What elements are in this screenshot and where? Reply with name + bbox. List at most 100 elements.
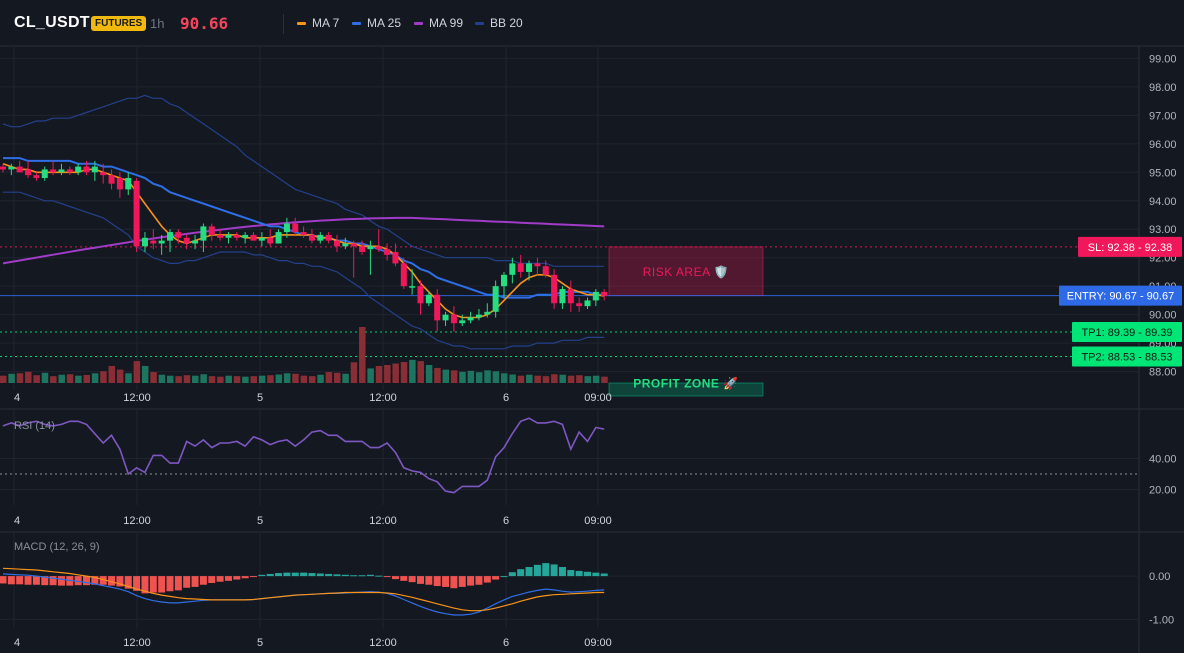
candle-body — [258, 237, 265, 241]
volume-bar — [409, 359, 416, 383]
volume-bar — [0, 375, 7, 383]
volume-bar — [158, 374, 166, 383]
candle-body — [200, 226, 207, 241]
volume-bar — [442, 369, 450, 383]
macd-histogram-bar — [216, 576, 224, 582]
macd-histogram-bar — [283, 572, 291, 577]
time-axis-label: 4 — [14, 392, 20, 404]
volume-bar — [283, 373, 291, 383]
macd-histogram-bar — [442, 576, 450, 587]
legend-ma7[interactable]: MA 7 — [297, 16, 339, 30]
volume-bar — [517, 375, 525, 383]
volume-bar — [459, 371, 466, 383]
macd-histogram-bar — [49, 576, 57, 586]
time-axis-label: 4 — [14, 637, 20, 649]
candle-body — [392, 252, 399, 264]
candle-body — [434, 294, 441, 321]
bb20-swatch — [475, 21, 484, 25]
volume-bar — [526, 374, 533, 383]
candle-body — [492, 286, 499, 312]
time-axis-label: 12:00 — [123, 392, 151, 404]
legend-ma25[interactable]: MA 25 — [352, 16, 401, 30]
volume-bar — [225, 375, 232, 383]
candle-body — [91, 166, 98, 173]
time-axis-label: 12:00 — [123, 637, 151, 649]
macd-histogram-bar — [533, 564, 541, 577]
macd-histogram-bar — [325, 573, 333, 577]
macd-histogram-bar — [600, 573, 608, 577]
candle-body — [58, 169, 65, 173]
volume-bar — [75, 375, 82, 383]
macd-histogram-bar — [233, 576, 241, 580]
time-axis-label: 6 — [503, 637, 509, 649]
volume-bar — [275, 374, 283, 383]
candle-body — [158, 240, 165, 244]
macd-histogram-bar — [316, 573, 324, 577]
macd-histogram-bar — [291, 572, 299, 577]
macd-histogram-bar — [508, 572, 516, 577]
volume-bar — [50, 376, 57, 383]
candle-body — [400, 263, 407, 287]
tp2-tag — [1072, 346, 1182, 367]
volume-bar — [116, 369, 124, 383]
candle-body — [375, 246, 382, 250]
volume-bar — [125, 373, 132, 383]
candle-body — [384, 249, 391, 255]
profit-zone — [608, 382, 764, 397]
macd-histogram-bar — [383, 576, 391, 578]
candle-body — [325, 234, 332, 241]
candle-body — [175, 232, 182, 238]
candle-body — [584, 300, 591, 307]
candle-body — [601, 291, 608, 296]
time-axis-label: 09:00 — [584, 392, 612, 404]
candle-body — [542, 266, 549, 275]
candle-body — [475, 314, 482, 318]
macd-histogram-bar — [467, 576, 475, 586]
candle-body — [367, 246, 374, 250]
volume-bar — [509, 374, 516, 383]
time-axis-label: 6 — [503, 515, 509, 527]
price-axis-label: 94.00 — [1149, 196, 1177, 208]
macd-histogram-bar — [417, 576, 424, 584]
volume-bar — [183, 375, 191, 383]
candle-body — [75, 166, 82, 173]
candle-body — [33, 175, 40, 178]
macd-histogram-bar — [74, 576, 82, 586]
macd-histogram-bar — [258, 574, 266, 577]
tp2-tag-text: TP2: 88.53 - 88.53 — [1081, 352, 1172, 364]
volume-bar — [400, 362, 408, 383]
macd-histogram-bar — [141, 576, 149, 594]
macd-histogram-bar — [584, 571, 591, 577]
volume-bar — [217, 376, 224, 383]
time-axis-label: 12:00 — [369, 637, 397, 649]
macd-histogram-bar — [475, 576, 483, 585]
time-axis-label: 12:00 — [123, 515, 151, 527]
timeframe-label[interactable]: 1h — [150, 16, 165, 31]
price-axis-label: 96.00 — [1149, 139, 1177, 151]
macd-histogram-bar — [550, 564, 558, 577]
macd-histogram-bar — [366, 574, 374, 577]
time-axis-label: 5 — [257, 515, 263, 527]
legend-ma99[interactable]: MA 99 — [414, 16, 463, 30]
legend-bb20[interactable]: BB 20 — [475, 16, 523, 30]
time-axis-label: 6 — [503, 392, 509, 404]
volume-bar — [425, 364, 433, 383]
volume-bar — [551, 374, 558, 383]
macd-histogram-bar — [16, 576, 24, 585]
macd-histogram-bar — [108, 576, 116, 586]
volume-bar — [434, 367, 441, 383]
price-axis-label: 95.00 — [1149, 167, 1177, 179]
volume-bar — [484, 370, 491, 383]
time-axis-label: 5 — [257, 392, 263, 404]
volume-bar — [91, 373, 99, 383]
symbol-name[interactable]: CL_USDT — [14, 14, 90, 31]
candle-body — [592, 291, 599, 301]
macd-histogram-bar — [592, 572, 600, 577]
candle-body — [108, 175, 115, 184]
rsi-axis-label: 20.00 — [1149, 485, 1177, 497]
volume-bar — [150, 372, 157, 383]
macd-histogram-bar — [567, 570, 575, 577]
volume-bar — [267, 375, 274, 383]
